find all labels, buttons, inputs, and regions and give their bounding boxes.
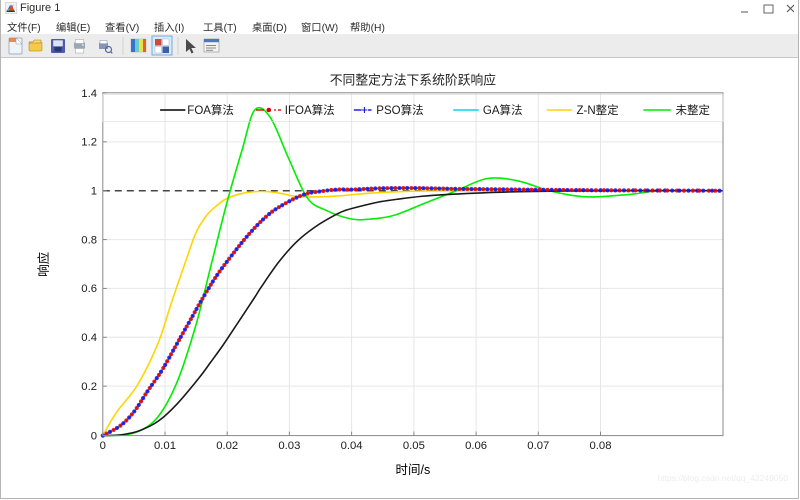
svg-text:0.03: 0.03 [278,440,300,452]
svg-text:时间/s: 时间/s [396,463,431,477]
svg-text:1.2: 1.2 [81,137,97,149]
svg-text:1.4: 1.4 [81,88,97,100]
svg-text:0.8: 0.8 [81,234,97,246]
svg-text:0.06: 0.06 [465,440,487,452]
svg-text:IFOA算法: IFOA算法 [285,103,335,117]
svg-text:0.2: 0.2 [81,381,97,393]
svg-text:响应: 响应 [36,252,51,277]
svg-text:未整定: 未整定 [676,103,711,117]
svg-text:0.04: 0.04 [341,440,363,452]
svg-text:0.4: 0.4 [81,332,97,344]
svg-text:FOA算法: FOA算法 [187,103,234,117]
svg-text:0.05: 0.05 [403,440,425,452]
svg-text:0.07: 0.07 [527,440,549,452]
svg-text:1: 1 [91,186,97,198]
svg-text:0.6: 0.6 [81,283,97,295]
svg-text:PSO算法: PSO算法 [376,103,423,117]
svg-text:0.02: 0.02 [216,440,238,452]
svg-text:0.08: 0.08 [590,440,612,452]
svg-text:Z-N整定: Z-N整定 [577,103,620,117]
svg-text:不同整定方法下系统阶跃响应: 不同整定方法下系统阶跃响应 [330,73,497,88]
svg-text:0.01: 0.01 [154,440,176,452]
svg-text:GA算法: GA算法 [483,103,523,117]
svg-text:0: 0 [100,440,106,452]
svg-text:0: 0 [91,430,97,442]
